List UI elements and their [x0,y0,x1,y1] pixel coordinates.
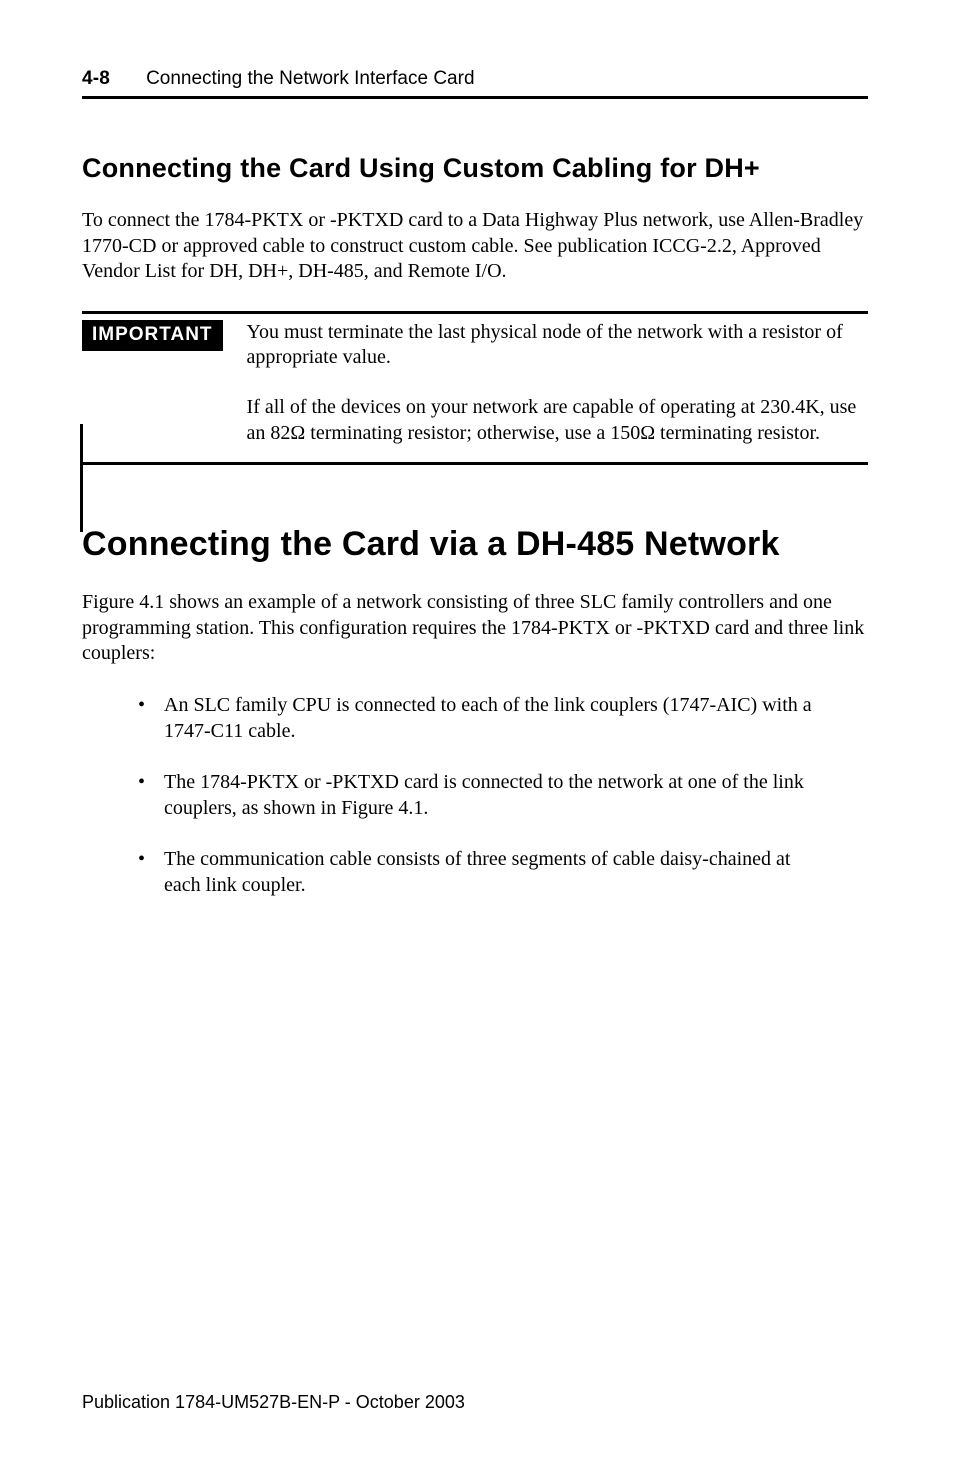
important-paragraph-1: You must terminate the last physical nod… [247,320,868,371]
running-header: 4-8 Connecting the Network Interface Car… [82,68,868,90]
list-item: The 1784-PKTX or -PKTXD card is connecte… [138,770,812,821]
paragraph-dh485-intro: Figure 4.1 shows an example of a network… [82,590,868,667]
page: 4-8 Connecting the Network Interface Car… [0,0,954,1475]
list-item: The communication cable consists of thre… [138,847,812,898]
heading-dh485: Connecting the Card via a DH-485 Network [82,525,868,564]
important-row: IMPORTANT You must terminate the last ph… [82,320,868,452]
important-text: You must terminate the last physical nod… [247,320,868,452]
publication-footer: Publication 1784-UM527B-EN-P - October 2… [82,1392,465,1413]
important-block: IMPORTANT You must terminate the last ph… [82,311,868,465]
important-rule-top [82,311,868,314]
important-badge: IMPORTANT [82,320,223,351]
list-item: An SLC family CPU is connected to each o… [138,693,812,744]
heading-custom-cabling: Connecting the Card Using Custom Cabling… [82,153,868,184]
change-bar [80,424,83,532]
bullet-list: An SLC family CPU is connected to each o… [138,693,812,899]
paragraph-custom-cabling: To connect the 1784-PKTX or -PKTXD card … [82,208,868,285]
section-title: Connecting the Network Interface Card [146,68,474,90]
important-paragraph-2: If all of the devices on your network ar… [247,395,868,446]
page-number: 4-8 [82,68,110,90]
header-rule [82,96,868,99]
important-rule-bottom [82,462,868,465]
